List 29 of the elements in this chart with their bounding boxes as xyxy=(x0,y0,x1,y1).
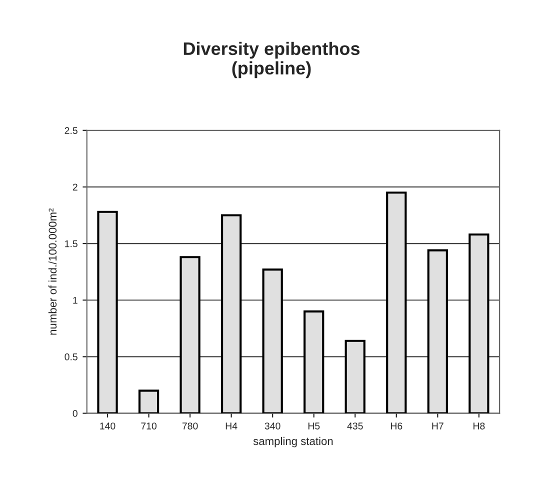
y-tick-label: 0.5 xyxy=(64,353,78,360)
bar xyxy=(180,256,200,414)
chart-title: Diversity epibenthos (pipeline) xyxy=(184,42,360,78)
x-axis-title: sampling station xyxy=(253,436,333,448)
y-tick-label: 1.5 xyxy=(65,240,78,248)
bar xyxy=(97,210,118,414)
y-tick-label: 1 xyxy=(73,296,78,304)
y-tick-label: 2 xyxy=(72,184,78,190)
x-tick-label: H8 xyxy=(474,422,485,430)
bar xyxy=(220,214,242,414)
y-tick-label: 0 xyxy=(72,410,78,417)
x-tick-label: H5 xyxy=(308,422,320,430)
bar xyxy=(304,310,324,414)
x-tick-label: 710 xyxy=(141,422,157,430)
bar xyxy=(468,233,490,414)
x-tick-label: 780 xyxy=(182,422,198,430)
x-tick-label: 340 xyxy=(264,422,280,430)
bar xyxy=(427,249,448,414)
bar xyxy=(138,390,160,414)
x-tick-label: 140 xyxy=(100,422,116,430)
x-tick-label: H7 xyxy=(432,422,444,430)
x-tick-label: H6 xyxy=(390,422,402,430)
bar xyxy=(386,192,407,414)
x-tick-label: 435 xyxy=(347,422,363,430)
y-tick-label: 2.5 xyxy=(64,127,78,134)
x-tick-label: H4 xyxy=(226,422,238,430)
y-axis-title: number of ind./100.000m² xyxy=(48,208,57,335)
bar xyxy=(344,340,366,414)
bar xyxy=(262,268,283,414)
